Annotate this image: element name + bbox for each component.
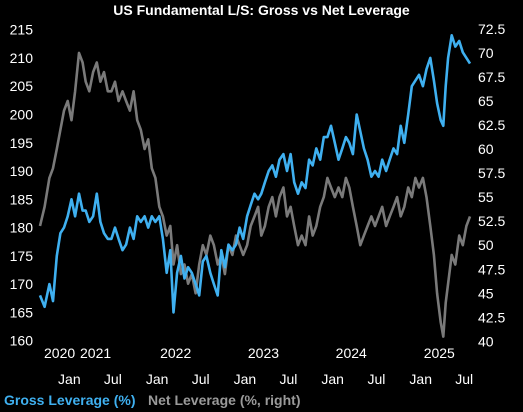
year-label: 2024 <box>336 345 367 361</box>
right-tick-label: 70 <box>478 45 494 61</box>
year-label: 2021 <box>80 345 111 361</box>
month-tick-label: Jan <box>58 371 81 387</box>
year-label: 2022 <box>160 345 191 361</box>
gross-leverage-line <box>38 34 472 314</box>
right-tick-label: 62.5 <box>478 117 505 133</box>
year-labels: 2020 2021 2022 2023 2024 2025 <box>44 345 455 361</box>
left-axis-ticks: 160 165 170 175 180 185 190 195 200 205 210 215 <box>10 22 34 349</box>
left-tick-label: 180 <box>10 220 34 236</box>
month-tick-label: Jan <box>146 371 169 387</box>
legend-net-leverage: Net Leverage (%, right) <box>148 392 300 408</box>
left-tick-label: 195 <box>10 135 34 151</box>
legend-gross-leverage: Gross Leverage (%) <box>4 392 136 408</box>
left-tick-label: 215 <box>10 22 34 38</box>
left-tick-label: 210 <box>10 50 34 66</box>
right-tick-label: 60 <box>478 141 494 157</box>
series-layer <box>38 34 472 338</box>
month-labels: Jan Jul Jan Jul Jan Jul Jan Jul Jan Jul <box>58 371 473 387</box>
left-tick-label: 165 <box>10 304 34 320</box>
chart-title: US Fundamental L/S: Gross vs Net Leverag… <box>113 2 410 18</box>
left-tick-label: 185 <box>10 191 34 207</box>
left-tick-label: 205 <box>10 78 34 94</box>
left-tick-label: 200 <box>10 106 34 122</box>
month-tick-label: Jul <box>279 371 297 387</box>
right-tick-label: 57.5 <box>478 165 505 181</box>
right-tick-label: 67.5 <box>478 69 505 85</box>
right-tick-label: 40 <box>478 333 494 349</box>
right-tick-label: 45 <box>478 285 494 301</box>
right-tick-label: 52.5 <box>478 213 505 229</box>
month-tick-label: Jan <box>321 371 344 387</box>
left-tick-label: 175 <box>10 248 34 264</box>
right-tick-label: 42.5 <box>478 309 505 325</box>
month-tick-label: Jul <box>455 371 473 387</box>
year-label: 2023 <box>248 345 279 361</box>
right-tick-label: 65 <box>478 93 494 109</box>
right-axis-ticks: 40 42.5 45 47.5 50 52.5 55 57.5 60 62.5 65 67.5 70 72… <box>478 21 505 350</box>
month-tick-label: Jul <box>104 371 122 387</box>
month-tick-label: Jan <box>409 371 432 387</box>
left-tick-label: 190 <box>10 163 34 179</box>
legend: Gross Leverage (%) Net Leverage (%, righ… <box>4 392 300 408</box>
right-tick-label: 55 <box>478 189 494 205</box>
left-tick-label: 160 <box>10 333 34 349</box>
year-label: 2020 <box>44 345 75 361</box>
year-label: 2025 <box>424 345 455 361</box>
month-tick-label: Jul <box>192 371 210 387</box>
month-tick-label: Jul <box>367 371 385 387</box>
right-tick-label: 50 <box>478 237 494 253</box>
net-leverage-line <box>38 51 472 338</box>
month-tick-label: Jan <box>234 371 257 387</box>
right-tick-label: 47.5 <box>478 261 505 277</box>
right-tick-label: 72.5 <box>478 21 505 37</box>
left-tick-label: 170 <box>10 276 34 292</box>
